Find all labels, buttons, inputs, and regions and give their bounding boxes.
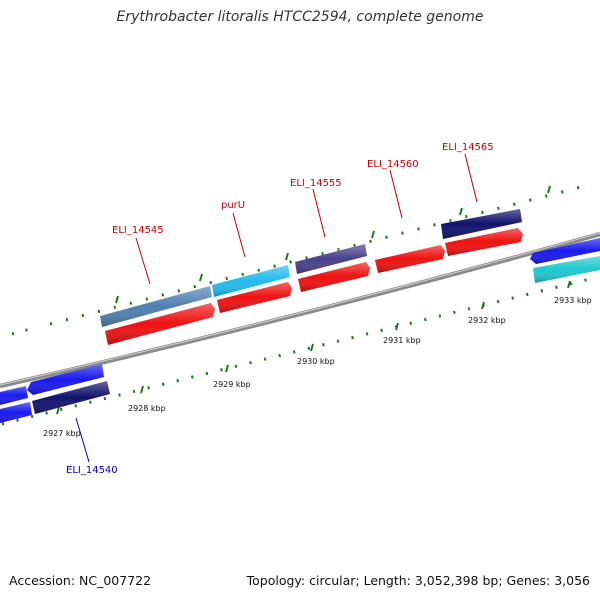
tick-label: 2928 kbp: [128, 404, 166, 413]
left-side-genes: [0, 364, 110, 423]
tick-label: 2931 kbp: [383, 336, 421, 345]
forward-cds-arrows: [105, 228, 523, 345]
tick-label: 2927 kbp: [43, 429, 81, 438]
gene-label[interactable]: ELI_14545: [112, 225, 164, 236]
gene-label[interactable]: ELI_14540: [66, 465, 118, 476]
tick-labels: 2927 kbp 2928 kbp 2929 kbp 2930 kbp 2931…: [43, 296, 592, 438]
accession-text: Accession: NC_007722: [9, 573, 152, 588]
tick-label: 2929 kbp: [213, 380, 251, 389]
tick-label: 2930 kbp: [297, 357, 335, 366]
gene-label[interactable]: purU: [221, 200, 245, 211]
gene-label[interactable]: ELI_14560: [367, 159, 419, 170]
map-title: Erythrobacter litoralis HTCC2594, comple…: [116, 9, 484, 25]
gene-labels: ELI_14540 ELI_14545 purU ELI_14555 ELI_1…: [66, 142, 494, 476]
tick-label: 2933 kbp: [554, 296, 592, 305]
genome-backbone: [0, 231, 600, 389]
label-leaders: [75, 153, 478, 463]
gene-label[interactable]: ELI_14565: [442, 142, 494, 153]
forward-upper-genes: [100, 209, 522, 327]
tick-label: 2932 kbp: [468, 316, 506, 325]
lower-scale-ticks: [1, 275, 599, 426]
right-side-genes: [530, 238, 600, 283]
genome-summary-text: Topology: circular; Length: 3,052,398 bp…: [246, 573, 590, 588]
gene-label[interactable]: ELI_14555: [290, 178, 342, 189]
upper-scale-ticks: [11, 184, 586, 336]
